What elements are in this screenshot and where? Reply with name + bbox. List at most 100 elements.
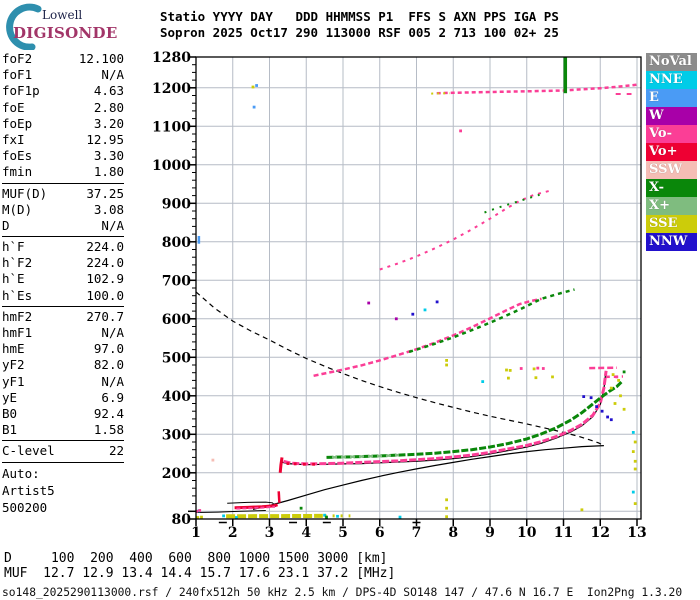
echo-dot-SSE <box>611 373 615 376</box>
x-axis-label: 12 <box>591 525 610 541</box>
legend-item-NNE: NNE <box>646 71 697 89</box>
x-axis-label: 3 <box>265 525 275 541</box>
echo-dot-SSE <box>631 450 635 453</box>
echo-dot-NNE <box>631 490 635 494</box>
echo-dot-SSE <box>196 516 200 519</box>
x-axis-label: 8 <box>448 525 458 541</box>
crescent-logo-icon <box>6 3 42 50</box>
logo-text-digisonde: DIGISONDE <box>13 24 118 42</box>
x-axis-label: 9 <box>485 525 495 541</box>
trace-trace-2f-o <box>313 297 542 378</box>
x-axis-label: 2 <box>228 525 238 541</box>
param-row-h`Es: h`Es 100.0 <box>2 288 124 304</box>
param-row-foF1: foF1 N/A <box>2 67 124 83</box>
param-row-foF1p: foF1p 4.63 <box>2 83 124 99</box>
param-label: hmF2 <box>2 308 33 324</box>
param-value: N/A <box>101 373 124 389</box>
x-axis-label: 7 <box>412 525 422 541</box>
header-field-labels: Statio YYYY DAY DDD HHMMSS P1 FFS S AXN … <box>160 9 559 24</box>
echo-dot-SSE <box>613 402 617 405</box>
x-axis-label: 4 <box>301 525 311 541</box>
param-label: foF1 <box>2 67 33 83</box>
echo-dot-SSE <box>617 379 620 382</box>
param-value: 224.0 <box>86 239 124 255</box>
param-row-yE: yE 6.9 <box>2 390 124 406</box>
param-row-yF2: yF2 82.0 <box>2 357 124 373</box>
echo-dot-Vo- <box>459 129 462 133</box>
param-value: 102.9 <box>86 271 124 287</box>
trace-es-trace-pink <box>236 505 276 510</box>
autoscaling-info: Auto: Artist5 500200 <box>2 463 124 518</box>
echo-dot-NNE <box>222 514 225 518</box>
echo-dot-Vo- <box>198 509 202 512</box>
echo-dot-SSE <box>622 407 626 411</box>
param-value: 92.4 <box>93 405 124 421</box>
autoscaling-line: Artist5 <box>2 482 55 498</box>
trace-f-trace-lead-red <box>278 457 284 473</box>
x-axis-label: 5 <box>338 525 348 541</box>
param-label: C-level <box>2 443 55 459</box>
param-label: hmF1 <box>2 325 33 340</box>
x-axis-label: 13 <box>627 525 646 541</box>
autoscaling-line: Auto: <box>2 465 40 481</box>
echo-dot-NNW <box>606 415 609 419</box>
param-label: fmin <box>2 164 33 180</box>
y-axis-label: 500 <box>162 350 191 366</box>
legend-item-X-: X- <box>646 179 697 197</box>
param-label: hmE <box>2 341 25 357</box>
param-value: 1.80 <box>93 164 124 180</box>
file-info-footer: so148_2025290113000.rsf / 240fx512h 50 k… <box>2 586 683 599</box>
param-value: 100.0 <box>86 287 124 303</box>
y-axis-label: 400 <box>162 389 191 405</box>
y-axis-label: 1100 <box>152 119 191 135</box>
param-label: yF1 <box>2 373 25 389</box>
legend-item-X+: X+ <box>646 197 697 215</box>
trace-trace-multihop <box>436 83 638 95</box>
param-row-hmE: hmE 97.0 <box>2 341 124 357</box>
echo-dot-Vo- <box>615 375 619 379</box>
param-row-C-level: C-level 22 <box>2 443 124 459</box>
param-group: foF2 12.100 foF1 N/A foF1p 4.63 foE 2.80 foEp 3.2… <box>2 49 124 183</box>
echo-dot-NNE <box>398 515 402 519</box>
param-row-foE: foE 2.80 <box>2 100 124 116</box>
echo-dot-SSE <box>508 369 512 372</box>
param-row-fmin: fmin 1.80 <box>2 164 124 180</box>
param-label: foF1p <box>2 83 40 99</box>
echo-dot-NNE <box>631 431 635 434</box>
echo-dot-NNE <box>235 516 238 519</box>
param-value: 37.25 <box>86 185 124 201</box>
trace-f-trace-x <box>326 380 623 459</box>
param-group: h`F 224.0 h`F2 224.0 h`E 102.9 h`Es 100.0 <box>2 236 124 306</box>
param-value: 224.0 <box>86 255 124 271</box>
param-row-foF2: foF2 12.100 <box>2 51 124 67</box>
param-label: h`E <box>2 271 25 287</box>
x-axis-label: 10 <box>517 525 537 541</box>
param-value: 3.30 <box>93 148 124 164</box>
param-label: yF2 <box>2 357 25 373</box>
param-label: foF2 <box>2 51 33 66</box>
echo-dot-Vo+ <box>303 462 306 466</box>
param-label: foEs <box>2 148 33 164</box>
param-row-M(D): M(D) 3.08 <box>2 202 124 218</box>
x-axis-label: 6 <box>375 525 385 541</box>
trace-trace-3f-o <box>379 190 550 271</box>
trace-trace-3f-x <box>484 193 540 214</box>
param-value: 6.9 <box>101 389 124 405</box>
y-axis-label: 900 <box>162 196 191 212</box>
y-axis-label: 600 <box>162 312 191 328</box>
echo-dot-E <box>252 105 256 109</box>
legend-item-NoVal: NoVal <box>646 53 697 71</box>
param-group: hmF2 270.7 hmF1 N/A hmE 97.0 yF2 82.0 yF1 N/A yE 6.… <box>2 305 124 441</box>
echo-dot-NNW <box>411 312 415 316</box>
echo-dot-SSE <box>551 375 554 379</box>
muf-row: MUF 12.7 12.9 13.4 14.4 15.7 17.6 23.1 3… <box>4 566 396 581</box>
echo-dot-NNW <box>582 395 586 398</box>
param-group: C-level 22 <box>2 440 124 463</box>
param-row-B1: B1 1.58 <box>2 422 124 438</box>
param-label: B1 <box>2 422 18 438</box>
echo-dot-Vo- <box>519 367 523 370</box>
param-row-MUF(D): MUF(D) 37.25 <box>2 186 124 202</box>
trace-es-fit-low <box>195 510 266 513</box>
